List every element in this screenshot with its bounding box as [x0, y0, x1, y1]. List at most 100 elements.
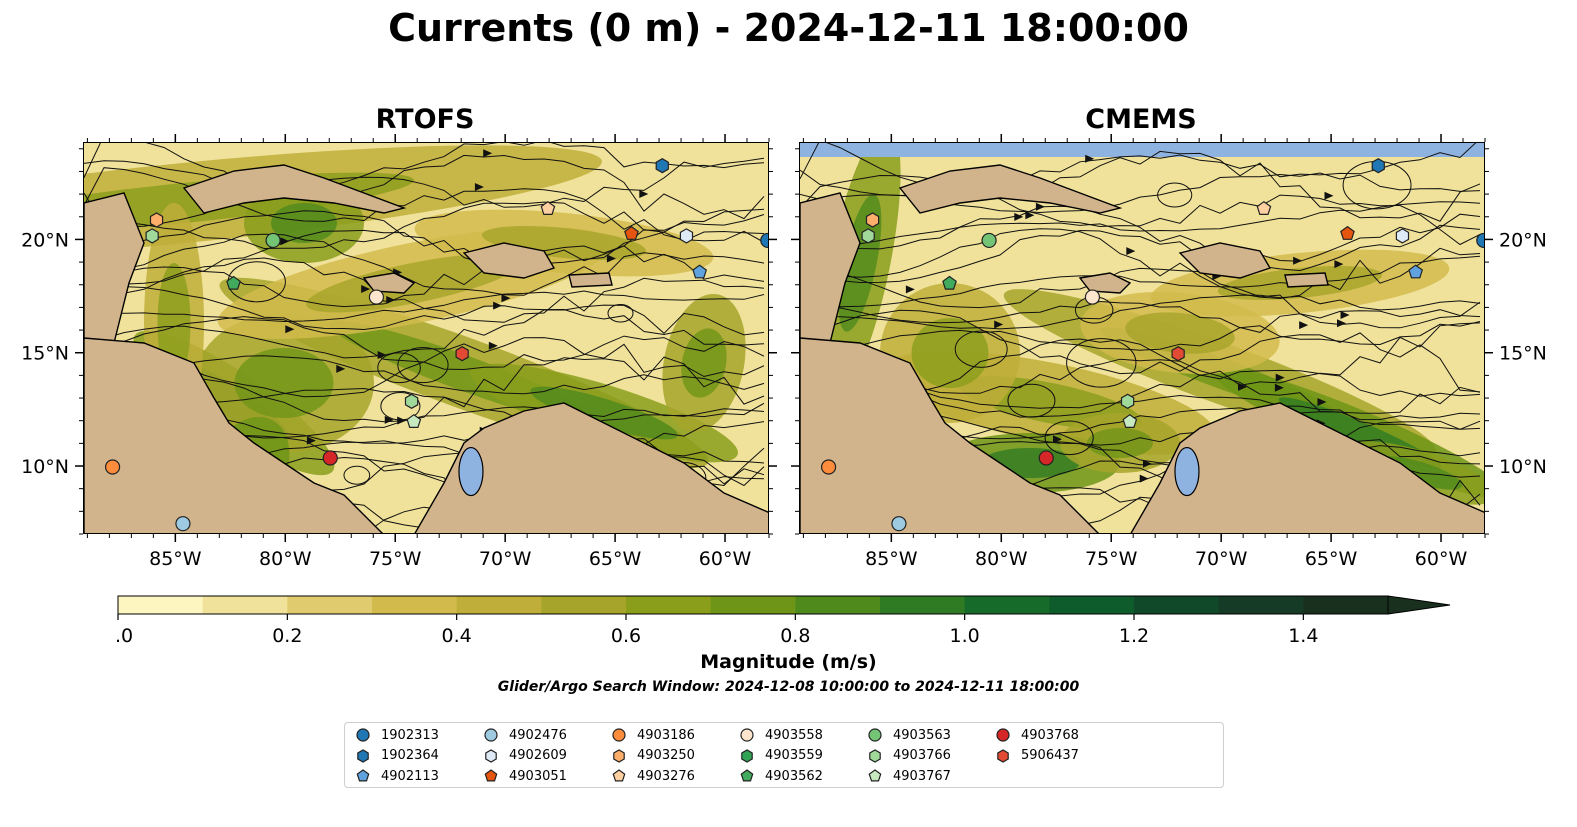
lat-tick-label: 10°N [1499, 456, 1547, 478]
colorbar-tick-label: 0.8 [780, 625, 810, 647]
map-panel-cmems [799, 142, 1485, 534]
landmass [568, 272, 613, 288]
legend-label: 1902313 [381, 727, 439, 743]
streamline [800, 294, 1481, 330]
legend-marker-icon [740, 769, 754, 782]
stream-arrow [1324, 191, 1334, 200]
speed-contour-core [234, 348, 334, 418]
stream-arrow [1274, 383, 1284, 392]
stream-arrow [1275, 373, 1285, 382]
landmass [84, 337, 383, 533]
legend-marker-icon [612, 728, 626, 742]
streamline [800, 262, 1481, 329]
legend-label: 1902364 [381, 748, 439, 763]
colorbar-tick-label: 1.0 [950, 625, 980, 647]
map-canvas-cmems [800, 143, 1484, 533]
legend-item: 4903767 [867, 766, 951, 786]
legend-marker-icon [997, 748, 1009, 763]
legend-marker-icon [740, 728, 754, 742]
colorbar-segment [795, 596, 881, 614]
legend-item: 4903768 [995, 725, 1079, 745]
stream-arrow [994, 320, 1004, 329]
lat-tick-label: 10°N [21, 456, 69, 478]
legend-marker-icon [868, 728, 882, 742]
legend-item: 4902476 [483, 725, 567, 745]
stream-arrow [1238, 382, 1248, 391]
landmass [800, 337, 1099, 533]
lon-tick-label: 85°W [149, 548, 202, 570]
lake-maracaibo [458, 446, 484, 497]
float-marker-cmems-1902313 [1476, 232, 1484, 249]
land [84, 164, 768, 533]
colorbar-tick-label: 0.4 [442, 625, 472, 647]
float-marker-rtofs-4903766 [404, 393, 419, 409]
map-canvas-rtofs [84, 143, 768, 533]
stream-arrow [361, 285, 371, 293]
streamline [800, 174, 1481, 246]
stream-arrow [384, 415, 394, 424]
eddy [1007, 383, 1056, 418]
landmass [1130, 402, 1484, 533]
stream-arrow [639, 190, 649, 198]
legend-label: 4903250 [637, 748, 695, 763]
colorbar-segment [1218, 596, 1304, 614]
eddy [1066, 338, 1137, 388]
streamline [84, 286, 765, 346]
streamline [800, 213, 1481, 284]
legend-marker-icon [484, 728, 498, 742]
float-marker-cmems-4903558 [1084, 289, 1101, 305]
stream-arrow [474, 183, 484, 191]
float-marker-cmems-4903186 [820, 459, 837, 475]
stream-arrow [1337, 319, 1346, 328]
legend-item: 4903276 [611, 766, 695, 786]
eddy [1157, 182, 1193, 208]
float-marker-rtofs-4903051 [624, 225, 639, 240]
stream-arrow [1052, 435, 1062, 444]
float-marker-rtofs-4902609 [679, 228, 694, 244]
float-marker-cmems-4903250 [865, 212, 880, 228]
eddy [343, 465, 371, 485]
landmass [84, 192, 145, 354]
lon-tick-label: 65°W [1305, 548, 1358, 570]
legend-label: 4903051 [509, 768, 567, 784]
streamline [84, 290, 765, 323]
legend-item: 1902313 [355, 725, 439, 745]
landmass [898, 164, 1123, 214]
lon-tick-label: 70°W [1195, 548, 1248, 570]
legend-item: 4902609 [483, 746, 567, 766]
legend-item: 4903186 [611, 725, 695, 745]
float-marker-rtofs-4903563 [265, 232, 281, 249]
eddy [397, 346, 449, 384]
stream-arrow [306, 436, 316, 445]
lon-tick-label: 85°W [865, 548, 918, 570]
float-marker-rtofs-4903562 [226, 275, 241, 290]
float-marker-rtofs-4903767 [406, 413, 422, 428]
legend-label: 4902609 [509, 748, 567, 763]
legend-marker-icon [356, 728, 370, 742]
legend-item: 4902113 [355, 766, 439, 786]
float-marker-cmems-5906437 [1171, 346, 1185, 362]
lon-tick-label: 60°W [1415, 548, 1468, 570]
legend-item: 4903558 [739, 725, 823, 745]
colorbar-segment [118, 596, 204, 614]
colorbar-tick-label: 1.4 [1288, 625, 1318, 647]
landmass [362, 272, 416, 294]
float-marker-rtofs-4902476 [175, 516, 191, 532]
stream-arrow [1014, 212, 1024, 221]
lon-tick-label: 65°W [589, 548, 642, 570]
stream-arrow [1299, 321, 1309, 330]
landmass [414, 402, 768, 533]
colorbar-segment [202, 596, 288, 614]
lon-tick-label: 80°W [259, 548, 312, 570]
eddy [607, 303, 634, 323]
float-marker-cmems-4903563 [981, 232, 997, 249]
legend-label: 4903563 [893, 727, 951, 743]
stream-arrow [397, 416, 407, 425]
stream-arrow [336, 364, 346, 373]
stream-arrow [483, 149, 493, 158]
speed-contour-core [838, 194, 882, 332]
lat-tick-label: 15°N [21, 343, 69, 365]
legend-label: 4903559 [765, 748, 823, 763]
float-marker-cmems-4903276 [1256, 200, 1272, 216]
legend-marker-icon [485, 748, 497, 763]
